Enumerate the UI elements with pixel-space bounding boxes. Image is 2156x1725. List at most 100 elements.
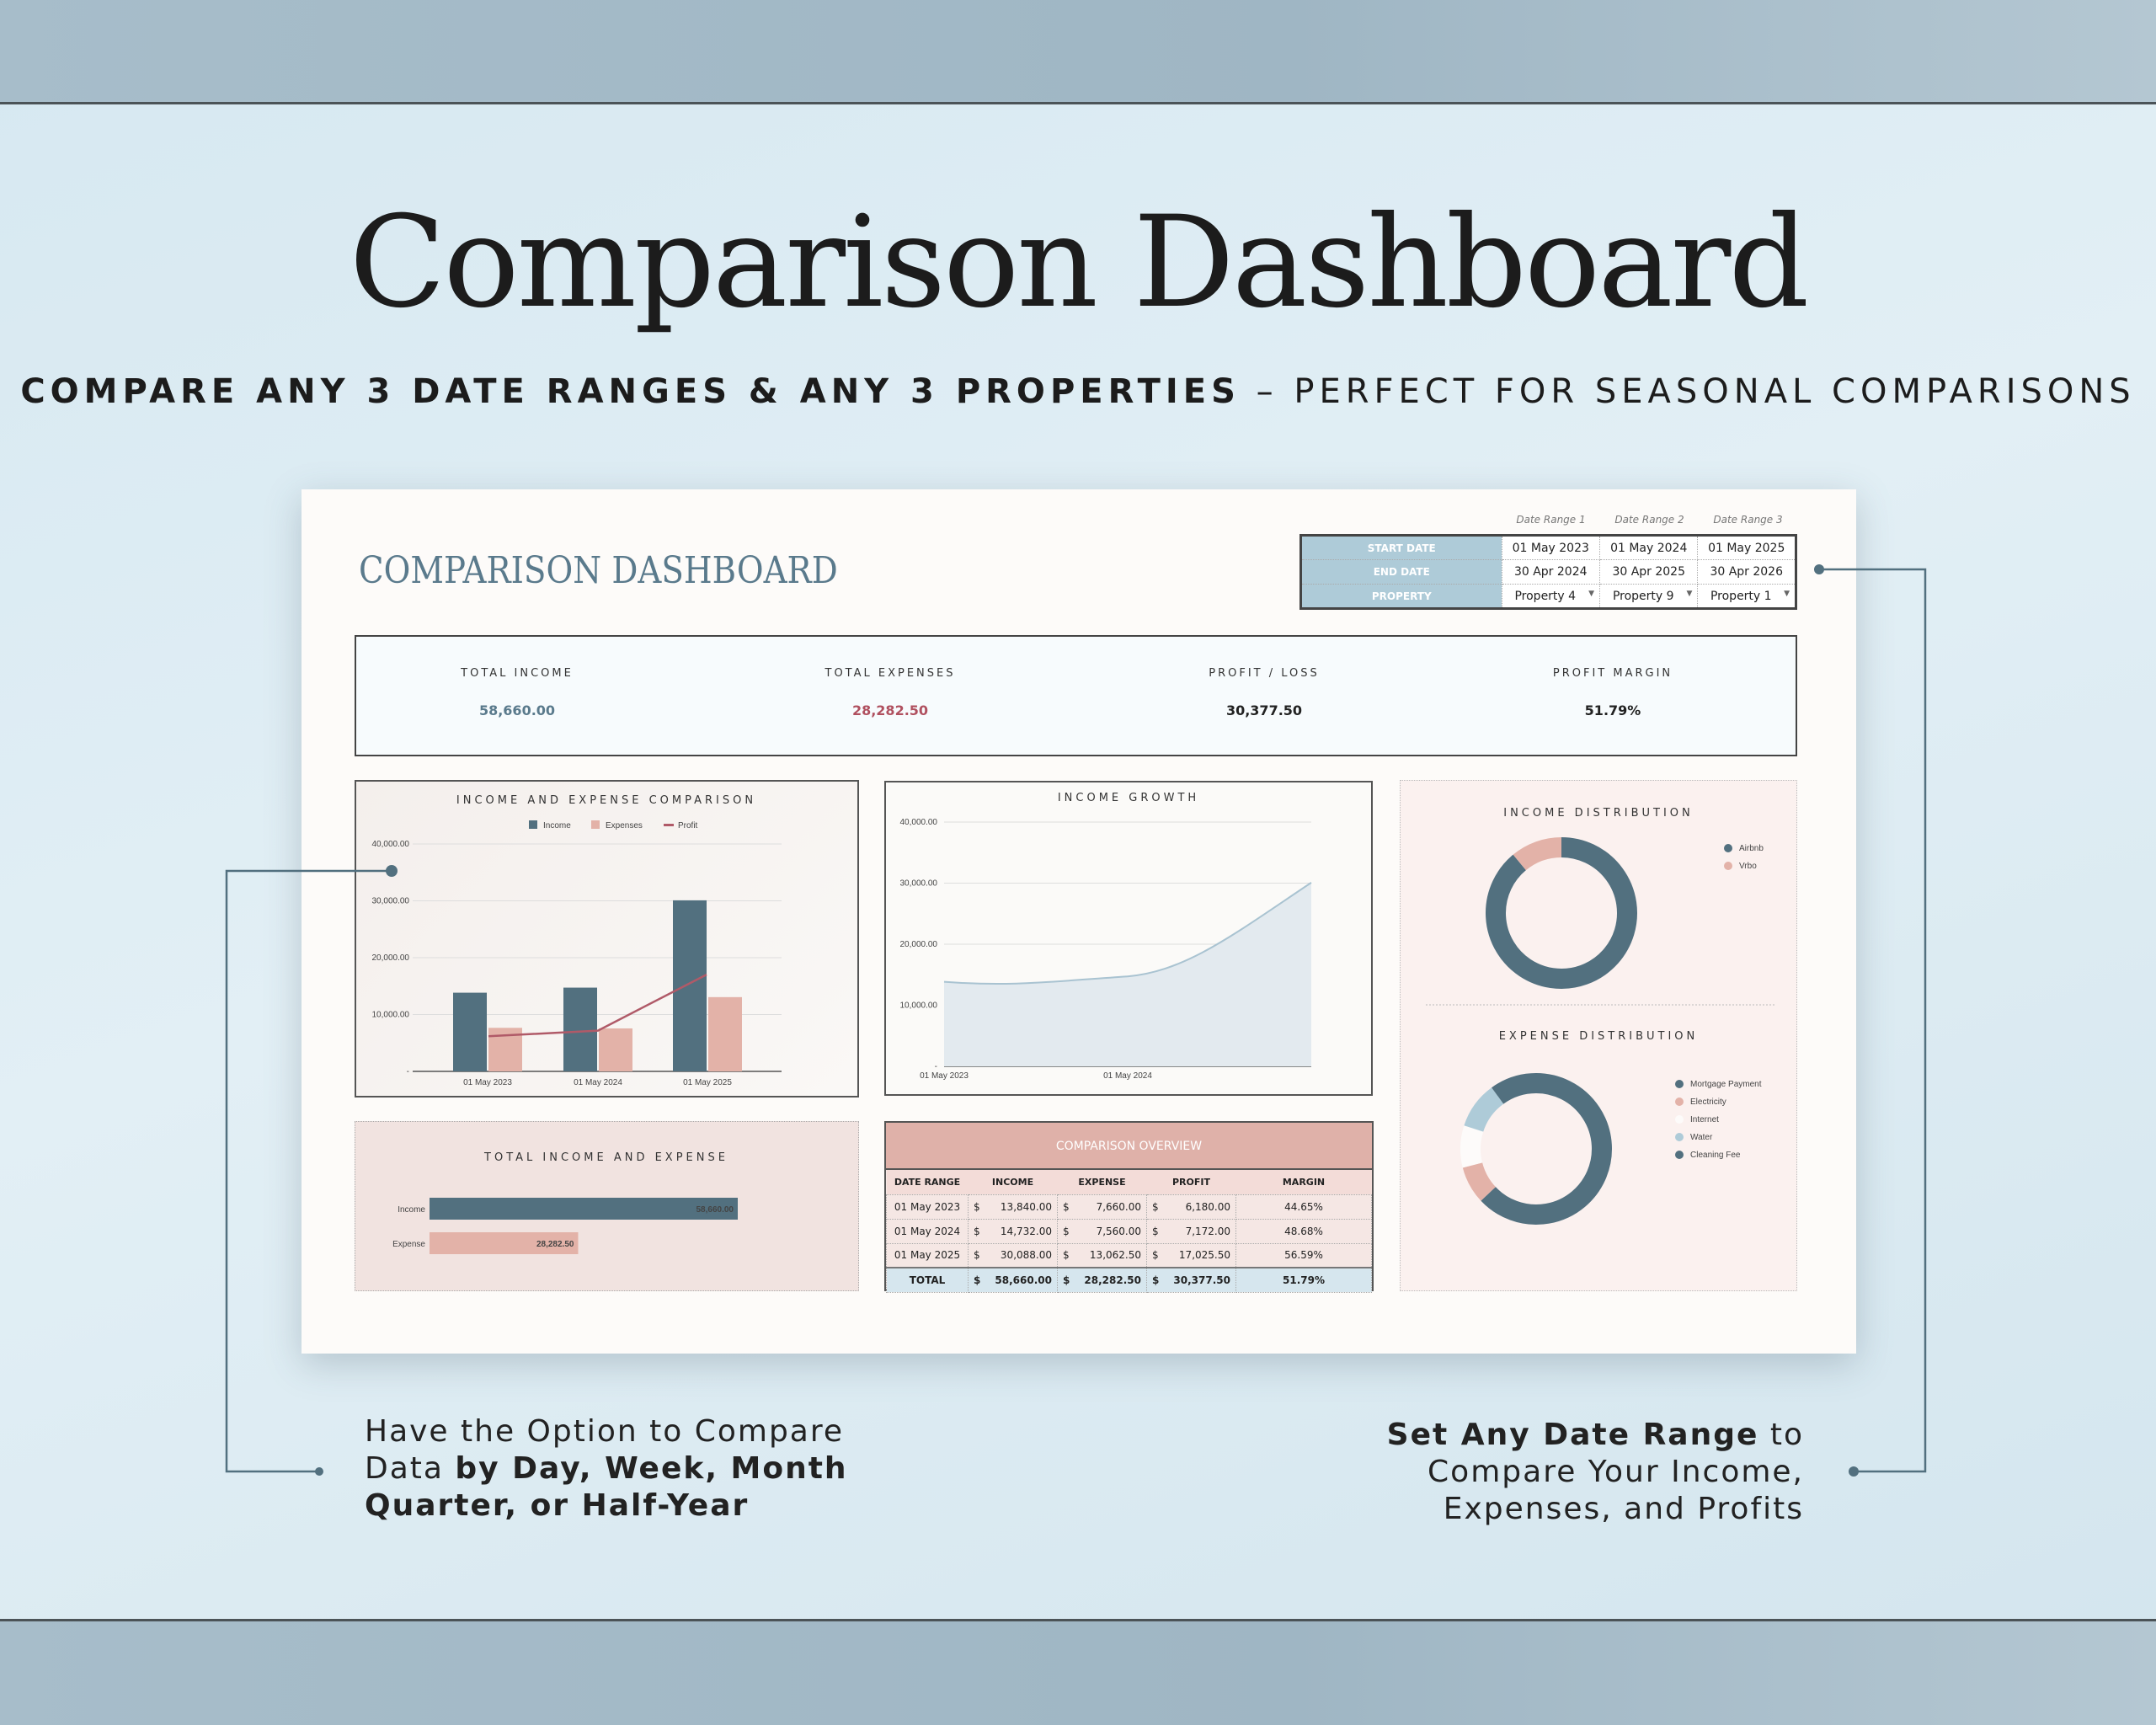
income-growth-chart: INCOME GROWTH - 10,000.00 20,000.00 30,000.0… xyxy=(884,781,1373,1096)
dashboard-title: COMPARISON DASHBOARD xyxy=(359,549,838,592)
y-tick-label: 40,000.00 xyxy=(900,818,938,827)
dropdown-arrow-icon[interactable]: ▼ xyxy=(1588,589,1594,598)
legend-label: Expenses xyxy=(606,821,643,830)
donut-slice xyxy=(1486,837,1637,989)
end-date-3[interactable]: 30 Apr 2026 xyxy=(1697,559,1796,585)
bar-income xyxy=(673,900,707,1071)
cell-amount: $13,840.00 xyxy=(968,1194,1058,1220)
callout-text: Compare Your Income, xyxy=(1428,1455,1804,1489)
callout-dot xyxy=(1849,1466,1859,1477)
x-tick-label: 01 May 2025 xyxy=(683,1078,732,1087)
dropdown-arrow-icon[interactable]: ▼ xyxy=(1686,589,1693,598)
cell-amount: $7,660.00 xyxy=(1057,1194,1147,1220)
y-tick-label: - xyxy=(935,1062,937,1071)
y-tick-label: 30,000.00 xyxy=(900,879,938,889)
legend-label: Vrbo xyxy=(1739,862,1757,871)
start-date-label: START DATE xyxy=(1300,535,1502,560)
y-tick-label: 40,000.00 xyxy=(372,840,410,849)
cell-amount: $13,062.50 xyxy=(1057,1242,1147,1268)
kpi-value-profit: 30,377.50 xyxy=(1225,702,1303,718)
callout-text-part: to xyxy=(1758,1418,1804,1452)
date-range-table: Date Range 1 Date Range 2 Date Range 3 S… xyxy=(1299,514,1797,610)
property-value: Property 9 xyxy=(1612,589,1674,603)
bottom-band xyxy=(0,1619,2156,1725)
callout-text-bold: Quarter, or Half-Year xyxy=(365,1488,750,1523)
property-value: Property 1 xyxy=(1710,589,1772,603)
legend-dot xyxy=(1675,1080,1684,1088)
bar-income xyxy=(563,987,597,1071)
column-header: EXPENSE xyxy=(1057,1170,1147,1194)
kpi-value-income: 58,660.00 xyxy=(478,702,556,718)
chart-svg: INCOME DISTRIBUTION Airbnb Vrbo EXPENSE DIS… xyxy=(1426,807,1775,1225)
legend-swatch xyxy=(591,820,600,829)
cell-date: 01 May 2024 xyxy=(886,1218,969,1244)
income-area xyxy=(944,882,1311,1066)
start-date-3[interactable]: 01 May 2025 xyxy=(1697,535,1796,560)
legend-dot xyxy=(1724,844,1732,852)
callout-text-bold: by Day, Week, Month xyxy=(455,1451,848,1486)
y-tick-label: 10,000.00 xyxy=(372,1011,410,1020)
bar-expense xyxy=(430,1232,579,1254)
header-row: DATE RANGE INCOME EXPENSE PROFIT MARGIN xyxy=(886,1170,1372,1194)
donut-slice xyxy=(1481,1073,1612,1225)
legend-dot xyxy=(1675,1115,1684,1124)
kpi-label: PROFIT MARGIN xyxy=(1552,667,1673,680)
cell-margin: 51.79% xyxy=(1235,1267,1372,1293)
cell-amount: $17,025.50 xyxy=(1146,1242,1236,1268)
legend-swatch xyxy=(664,824,674,826)
table-row: 01 May 2024 $14,732.00 $7,560.00 $7,172.00 4… xyxy=(886,1218,1372,1244)
start-date-1[interactable]: 01 May 2023 xyxy=(1501,535,1600,560)
callout-text: Have the Option to Compare xyxy=(365,1414,845,1449)
start-date-2[interactable]: 01 May 2024 xyxy=(1598,535,1699,560)
column-header: PROFIT xyxy=(1146,1170,1236,1194)
chart-title: TOTAL INCOME AND EXPENSE xyxy=(483,1151,728,1164)
kpi-value-expenses: 28,282.50 xyxy=(851,702,929,718)
y-tick-label: 30,000.00 xyxy=(372,897,410,906)
x-tick-label: 01 May 2023 xyxy=(463,1078,512,1087)
date-range-header: Date Range 3 xyxy=(1713,514,1783,526)
date-range-header: Date Range 2 xyxy=(1614,514,1684,526)
end-date-2[interactable]: 30 Apr 2025 xyxy=(1598,559,1699,585)
legend-label: Income xyxy=(543,821,571,830)
chart-title: INCOME AND EXPENSE COMPARISON xyxy=(456,794,756,807)
kpi-strip: TOTAL INCOME 58,660.00 TOTAL EXPENSES 28… xyxy=(355,635,1797,756)
cell-date: 01 May 2025 xyxy=(886,1242,969,1268)
column-header: MARGIN xyxy=(1235,1170,1372,1194)
x-tick-label: 01 May 2023 xyxy=(920,1071,969,1081)
profit-line xyxy=(488,973,707,1038)
legend-dot xyxy=(1675,1151,1684,1159)
cell-amount: $30,377.50 xyxy=(1146,1267,1236,1293)
cell-amount: $28,282.50 xyxy=(1057,1267,1147,1293)
distribution-panel: INCOME DISTRIBUTION Airbnb Vrbo EXPENSE DIS… xyxy=(1400,780,1797,1291)
kpi-label: TOTAL EXPENSES xyxy=(825,667,956,680)
cell-amount: $6,180.00 xyxy=(1146,1194,1236,1220)
kpi-label: TOTAL INCOME xyxy=(461,667,574,680)
data-label: 28,282.50 xyxy=(536,1240,574,1249)
kpi-label: PROFIT / LOSS xyxy=(1209,667,1320,680)
property-select-1[interactable]: Property 4 ▼ xyxy=(1501,584,1600,609)
chart-title: EXPENSE DISTRIBUTION xyxy=(1499,1030,1699,1043)
overview-title: COMPARISON OVERVIEW xyxy=(886,1123,1372,1170)
legend-label: Profit xyxy=(678,821,698,830)
callout-text: Expenses, and Profits xyxy=(1443,1492,1804,1526)
donut-slice xyxy=(1462,1162,1497,1201)
chart-title: INCOME GROWTH xyxy=(1058,792,1199,804)
chart-title: INCOME DISTRIBUTION xyxy=(1503,807,1694,820)
callout-text: Set Any Date Range to xyxy=(1297,1417,1804,1454)
x-tick-label: 01 May 2024 xyxy=(574,1078,622,1087)
end-date-1[interactable]: 30 Apr 2024 xyxy=(1501,559,1600,585)
cell-margin: 48.68% xyxy=(1235,1218,1372,1244)
property-select-3[interactable]: Property 1 ▼ xyxy=(1697,584,1796,609)
hero-subtitle: COMPARE ANY 3 DATE RANGES & ANY 3 PROPER… xyxy=(0,372,2156,411)
chart-svg: TOTAL INCOME AND EXPENSE Income 58,660.00 E… xyxy=(392,1151,738,1254)
legend-label: Airbnb xyxy=(1739,844,1764,853)
kpi-value-margin: 51.79% xyxy=(1584,702,1641,718)
donut-slice xyxy=(1460,1125,1484,1168)
hero-title: Comparison Dashboard xyxy=(349,190,1810,336)
callout-text-bold: Set Any Date Range xyxy=(1386,1418,1759,1452)
chart-svg: INCOME AND EXPENSE COMPARISON Income Expen… xyxy=(372,794,782,1087)
dropdown-arrow-icon[interactable]: ▼ xyxy=(1784,589,1790,598)
date-range-header: Date Range 1 xyxy=(1516,514,1586,526)
property-select-2[interactable]: Property 9 ▼ xyxy=(1598,584,1699,609)
column-header: INCOME xyxy=(968,1170,1058,1194)
